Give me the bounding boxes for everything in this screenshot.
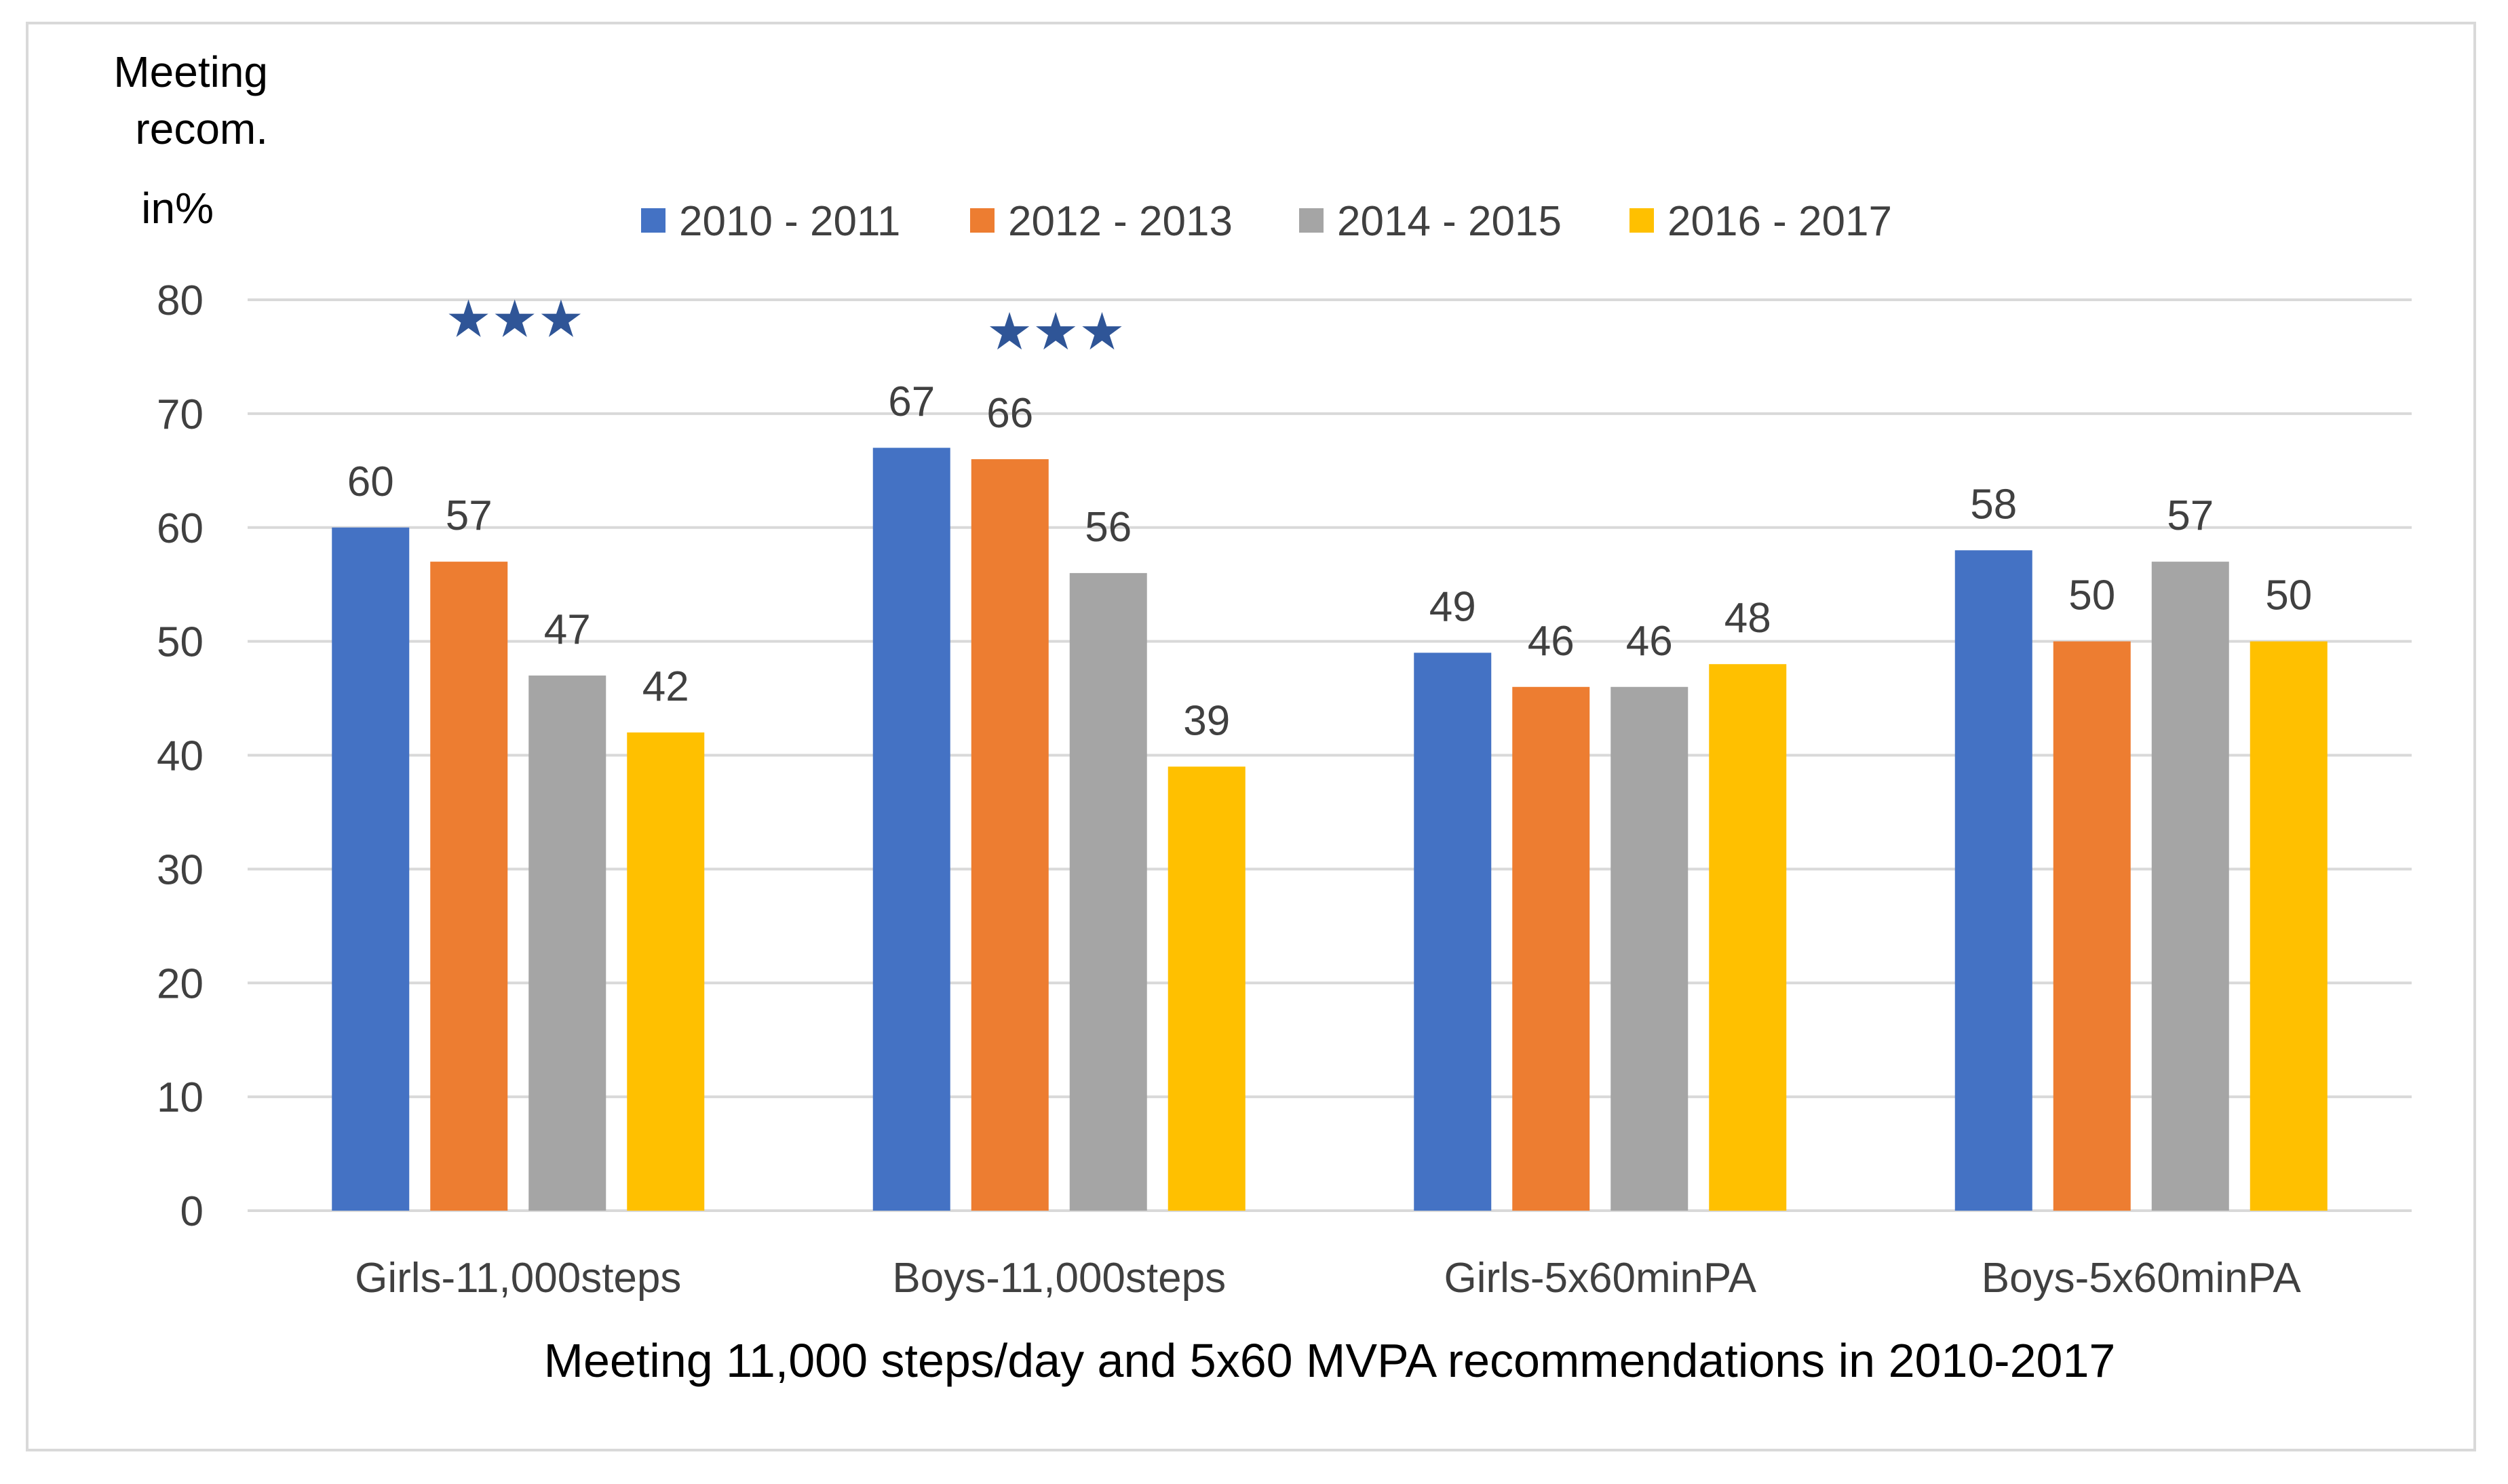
data-label: 56 [1085,504,1132,551]
x-tick-label: Girls-11,000steps [355,1255,681,1302]
legend-swatch [1629,208,1654,233]
data-label: 46 [1626,618,1673,665]
y-tick-label: 0 [180,1188,204,1235]
bar [1414,652,1492,1211]
bar [2151,562,2229,1211]
bar [430,562,508,1211]
y-axis-label: in% [141,184,214,233]
data-label: 46 [1528,618,1575,665]
bar [1069,572,1147,1211]
bar [627,732,705,1211]
bar [1610,686,1689,1211]
y-tick-label: 40 [157,733,204,780]
y-tick-label: 30 [157,846,204,893]
data-label: 50 [2068,572,2115,619]
y-tick-label: 50 [157,619,204,666]
data-label: 48 [1724,595,1771,642]
y-axis-label: Meeting [113,47,268,96]
bar [2250,641,2328,1211]
bar [1709,664,1787,1211]
x-axis-title: Meeting 11,000 steps/day and 5x60 MVPA r… [544,1334,2116,1387]
y-tick-label: 10 [157,1074,204,1121]
bar [2053,641,2131,1211]
legend-swatch [1299,208,1324,233]
y-tick-label: 60 [157,505,204,552]
bar [1954,550,2032,1211]
significance-stars: ★★★ [986,303,1125,361]
bar [528,675,606,1211]
y-axis-label: recom. [135,104,268,153]
bar [1512,686,1590,1211]
x-tick-label: Boys-5x60minPA [1982,1255,2302,1302]
bar [1168,766,1246,1211]
legend-label: 2014 - 2015 [1337,198,1562,245]
legend-label: 2012 - 2013 [1008,198,1233,245]
x-tick-label: Boys-11,000steps [892,1255,1226,1302]
data-label: 39 [1183,697,1230,744]
data-label: 42 [642,663,689,710]
data-label: 50 [2265,572,2312,619]
data-label: 57 [2167,492,2214,539]
data-label: 47 [544,606,591,653]
legend-swatch [970,208,995,233]
legend-label: 2016 - 2017 [1667,198,1892,245]
data-label: 58 [1970,481,2017,528]
bar [332,527,410,1211]
data-label: 60 [347,458,394,505]
bar [971,459,1049,1211]
data-label: 49 [1429,583,1476,630]
data-label: 67 [888,378,935,425]
data-label: 57 [446,492,493,539]
significance-stars: ★★★ [446,291,584,349]
y-tick-label: 20 [157,960,204,1007]
y-tick-label: 80 [157,277,204,324]
bar [872,448,950,1211]
y-tick-label: 70 [157,391,204,438]
legend-swatch [641,208,665,233]
x-tick-label: Girls-5x60minPA [1444,1255,1756,1302]
legend-label: 2010 - 2011 [679,198,900,245]
data-label: 66 [986,390,1033,437]
